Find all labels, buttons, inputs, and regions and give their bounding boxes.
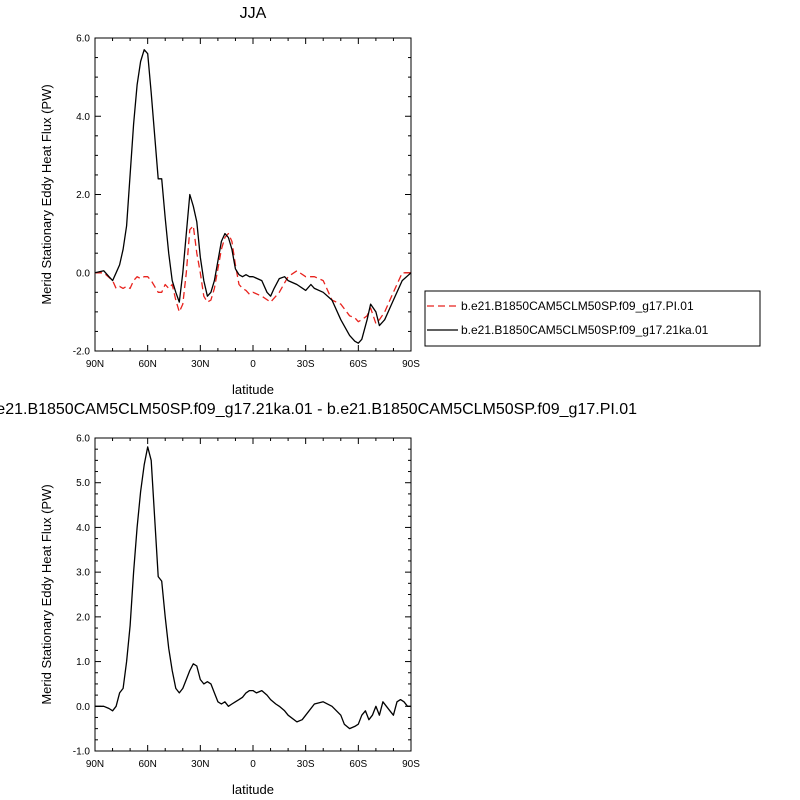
- top-x-axis-label: latitude: [232, 382, 274, 397]
- top-y-ticks: -2.0 0.0 2.0 4.0 6.0: [73, 34, 411, 358]
- x-tick-label: 0: [250, 359, 256, 370]
- legend-label-21ka: b.e21.B1850CAM5CLM50SP.f09_g17.21ka.01: [461, 323, 709, 337]
- top-plot-frame: [94, 37, 412, 352]
- x-tick-label: 60S: [349, 759, 367, 770]
- y-tick-label: -2.0: [73, 347, 91, 358]
- y-tick-label: 0.0: [76, 702, 90, 713]
- series-line-0: [95, 225, 411, 325]
- x-tick-label: 90S: [402, 359, 420, 370]
- bottom-x-ticks: 90N 60N 30N 0 30S 60S 90S: [86, 438, 420, 770]
- x-tick-label: 90N: [86, 359, 104, 370]
- y-tick-label: 6.0: [76, 34, 90, 45]
- x-tick-label: 60S: [349, 359, 367, 370]
- y-tick-label: 5.0: [76, 478, 90, 489]
- x-tick-label: 30S: [297, 759, 315, 770]
- top-x-ticks: 90N 60N 30N 0 30S 60S 90S: [86, 38, 420, 370]
- x-tick-label: 60N: [138, 759, 156, 770]
- bottom-chart-title: b.e21.B1850CAM5CLM50SP.f09_g17.21ka.01 -…: [0, 401, 637, 418]
- x-tick-label: 30N: [191, 759, 209, 770]
- y-tick-label: 1.0: [76, 657, 90, 668]
- bottom-series-lines: [95, 446, 411, 730]
- bottom-panel: b.e21.B1850CAM5CLM50SP.f09_g17.21ka.01 -…: [0, 401, 637, 797]
- legend: b.e21.B1850CAM5CLM50SP.f09_g17.PI.01 b.e…: [424, 290, 761, 347]
- bottom-x-axis-label: latitude: [232, 782, 274, 797]
- top-panel: JJA 90N 60N 30N 0 30S 60S 90S -2.0 0.0 2.0 4.0 6.0…: [39, 5, 420, 397]
- y-tick-label: -1.0: [73, 747, 91, 758]
- bottom-y-axis-label: Merid Stationary Eddy Heat Flux (PW): [39, 484, 54, 704]
- x-tick-label: 60N: [138, 359, 156, 370]
- y-tick-label: 6.0: [76, 434, 90, 445]
- x-tick-label: 30N: [191, 359, 209, 370]
- y-tick-label: 0.0: [76, 268, 90, 279]
- legend-box: [424, 290, 761, 347]
- legend-label-pi: b.e21.B1850CAM5CLM50SP.f09_g17.PI.01: [461, 299, 694, 313]
- top-chart-title: JJA: [240, 5, 267, 22]
- top-y-axis-label: Merid Stationary Eddy Heat Flux (PW): [39, 84, 54, 304]
- y-tick-label: 2.0: [76, 612, 90, 623]
- y-tick-label: 4.0: [76, 112, 90, 123]
- x-tick-label: 30S: [297, 359, 315, 370]
- series-line-1: [94, 49, 412, 344]
- series-line-0: [95, 446, 411, 730]
- x-tick-label: 0: [250, 759, 256, 770]
- top-series-lines: [94, 49, 412, 344]
- y-tick-label: 3.0: [76, 568, 90, 579]
- bottom-plot-frame: [94, 437, 412, 752]
- x-tick-label: 90N: [86, 759, 104, 770]
- bottom-y-ticks: -1.0 0.0 1.0 2.0 3.0 4.0 5.0 6.0: [73, 434, 411, 758]
- y-tick-label: 4.0: [76, 523, 90, 534]
- y-tick-label: 2.0: [76, 190, 90, 201]
- x-tick-label: 90S: [402, 759, 420, 770]
